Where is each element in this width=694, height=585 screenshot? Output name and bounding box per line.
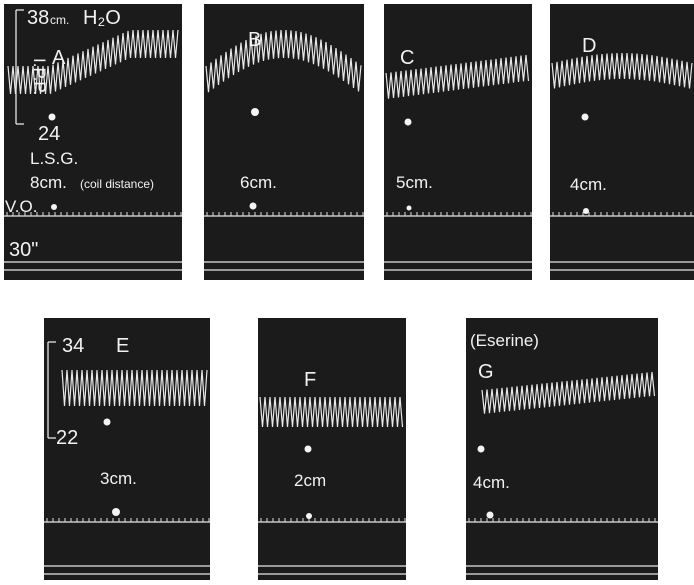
panel-letter-e: E — [116, 335, 129, 357]
coil-distance-f: 2cm — [294, 471, 326, 490]
stimulus-dot-d-top — [581, 113, 589, 121]
pressure-top-value-e: 34 — [62, 335, 84, 357]
panel-letter-f: F — [304, 369, 316, 391]
coil-distance-b: 6cm. — [240, 173, 277, 192]
panel-letter-g: G — [478, 361, 494, 383]
stimulus-dot-b-bottom — [249, 202, 257, 210]
panel-f — [258, 318, 406, 580]
pressure-scale-bracket-e — [47, 341, 56, 439]
pressure-trace-g — [481, 371, 656, 414]
stimulus-dot-g-bottom — [486, 511, 494, 519]
baseline-group — [4, 212, 694, 575]
panel-c — [384, 4, 532, 280]
pressure-trace-d — [551, 52, 693, 89]
coil-distance-c: 5cm. — [396, 173, 433, 192]
pressure-top-value-a: 38 — [27, 7, 49, 29]
stimulus-label: L.S.G. — [30, 149, 78, 168]
eserine-note: (Eserine) — [470, 331, 539, 350]
pressure-trace-a — [7, 29, 179, 95]
panel-letter-c: C — [400, 47, 414, 69]
panel-letter-a: A — [52, 47, 66, 69]
panel-b — [204, 4, 364, 280]
coil-distance-g: 4cm. — [473, 473, 510, 492]
pressure-axis-label: I.P.P. — [30, 58, 49, 95]
pressure-scale-bracket-a — [15, 9, 24, 125]
stimulus-dot-f-bottom — [306, 513, 312, 519]
vo-label: V.O. — [5, 197, 37, 216]
stimulus-dot-e-top — [103, 418, 111, 426]
pressure-bottom-value-e: 22 — [56, 427, 78, 449]
coil-distance-e: 3cm. — [100, 469, 137, 488]
pressure-trace-f — [259, 396, 404, 428]
panel-letter-d: D — [582, 35, 596, 57]
stimulus-dot-c-bottom — [406, 205, 412, 211]
panel-g — [466, 318, 658, 580]
stimulus-dot-f-top — [304, 445, 312, 453]
stimulus-dot-a-bottom — [51, 204, 57, 210]
stimulus-dot-g-top — [477, 445, 485, 453]
pressure-trace-e — [61, 369, 208, 407]
stimulus-dot-b-top — [251, 108, 259, 116]
panel-d — [550, 4, 694, 280]
coil-distance-a: 8cm. — [30, 173, 67, 192]
stimulus-dot-a-top — [48, 113, 56, 121]
pressure-trace-b — [205, 29, 362, 93]
stimulus-dot-d-bottom — [583, 208, 589, 214]
pressure-top-unit-a: cm. — [50, 13, 69, 27]
coil-distance-d: 4cm. — [570, 175, 607, 194]
stimulus-dot-e-bottom — [112, 508, 120, 516]
pressure-trace-c — [385, 54, 530, 99]
panel-letter-b: B — [248, 29, 261, 51]
pressure-top-medium-a: H₂O — [83, 7, 121, 29]
time-marker-label: 30" — [9, 239, 38, 261]
panel-e — [44, 318, 210, 580]
stimulus-dot-c-top — [404, 118, 412, 126]
pressure-bottom-value-a: 24 — [38, 123, 60, 145]
coil-distance-note: (coil distance) — [80, 177, 154, 191]
